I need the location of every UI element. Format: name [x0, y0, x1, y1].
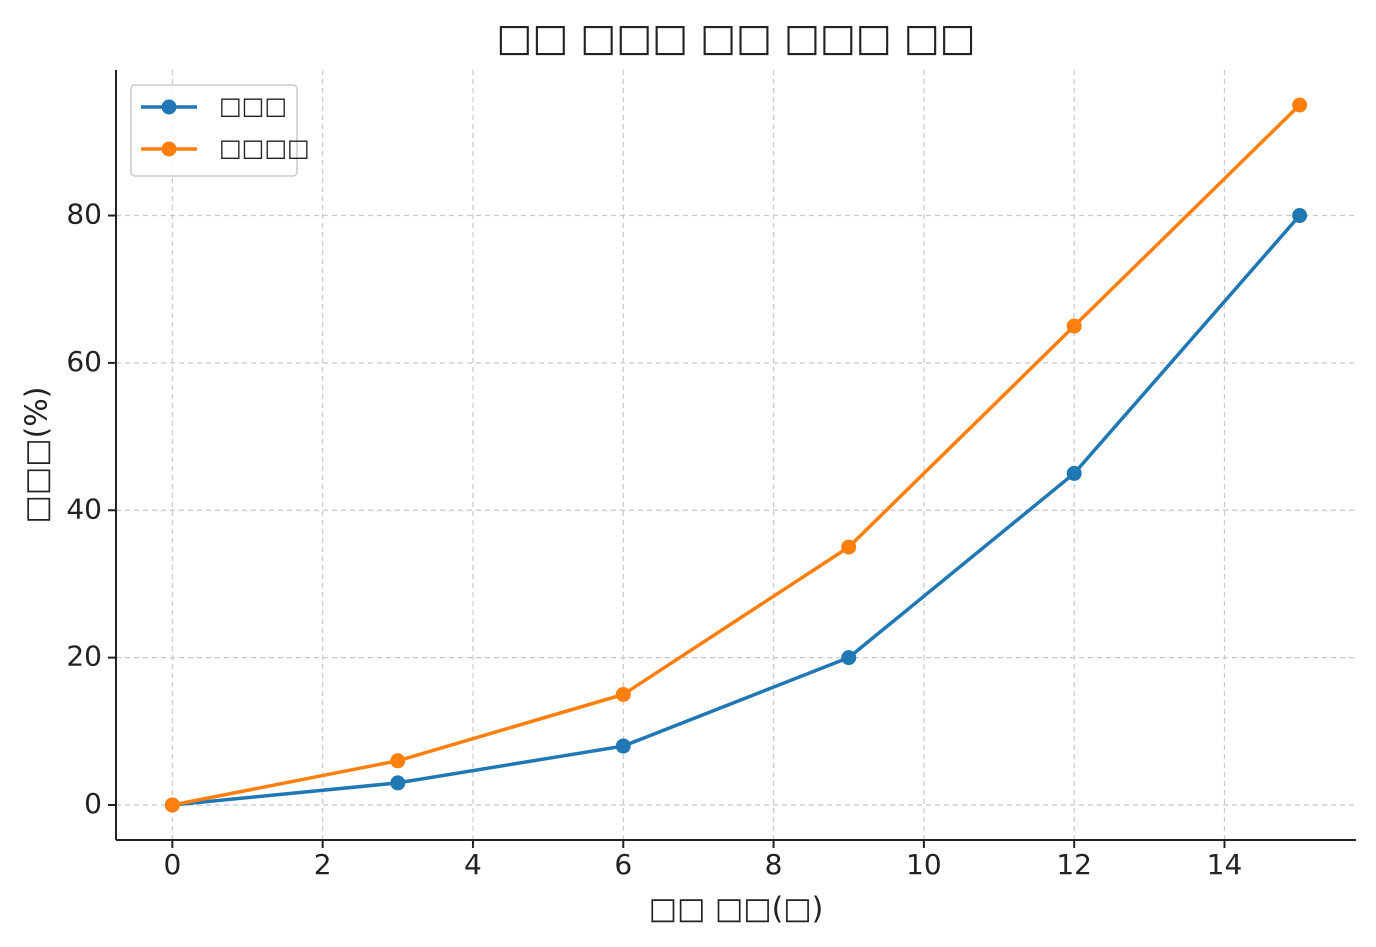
data-point [615, 686, 631, 702]
x-tick-label: 14 [1207, 848, 1243, 881]
legend-marker [161, 99, 177, 115]
y-tick-label: 60 [66, 345, 102, 378]
x-tick-label: 2 [314, 848, 332, 881]
data-point [390, 775, 406, 791]
data-point [1066, 318, 1082, 334]
data-point [841, 650, 857, 666]
data-point [390, 753, 406, 769]
legend-marker [161, 141, 177, 157]
data-point [164, 797, 180, 813]
series-line [172, 103, 1301, 807]
data-point [1066, 465, 1082, 481]
data-point [1292, 97, 1308, 113]
y-axis-label: □□□(%) [20, 387, 55, 524]
legend-label: □□□ [219, 92, 287, 120]
y-tick-label: 0 [84, 787, 102, 820]
x-axis-label: □□ □□(□) [649, 892, 824, 927]
legend: □□□□□□□ [130, 84, 310, 177]
x-tick-label: 12 [1056, 848, 1092, 881]
y-tick-label: 40 [66, 492, 102, 525]
y-tick-label: 80 [66, 198, 102, 231]
data-point [1292, 208, 1308, 224]
y-tick-label: 20 [66, 640, 102, 673]
data-point [841, 539, 857, 555]
x-tick-label: 10 [906, 848, 942, 881]
x-tick-label: 8 [765, 848, 783, 881]
data-point [615, 738, 631, 754]
chart-title: □□ □□□ □□ □□□ □□ [496, 16, 975, 60]
x-tick-label: 4 [464, 848, 482, 881]
x-tick-label: 6 [614, 848, 632, 881]
x-tick-label: 0 [163, 848, 181, 881]
legend-label: □□□□ [219, 134, 310, 162]
series-line [172, 214, 1301, 807]
